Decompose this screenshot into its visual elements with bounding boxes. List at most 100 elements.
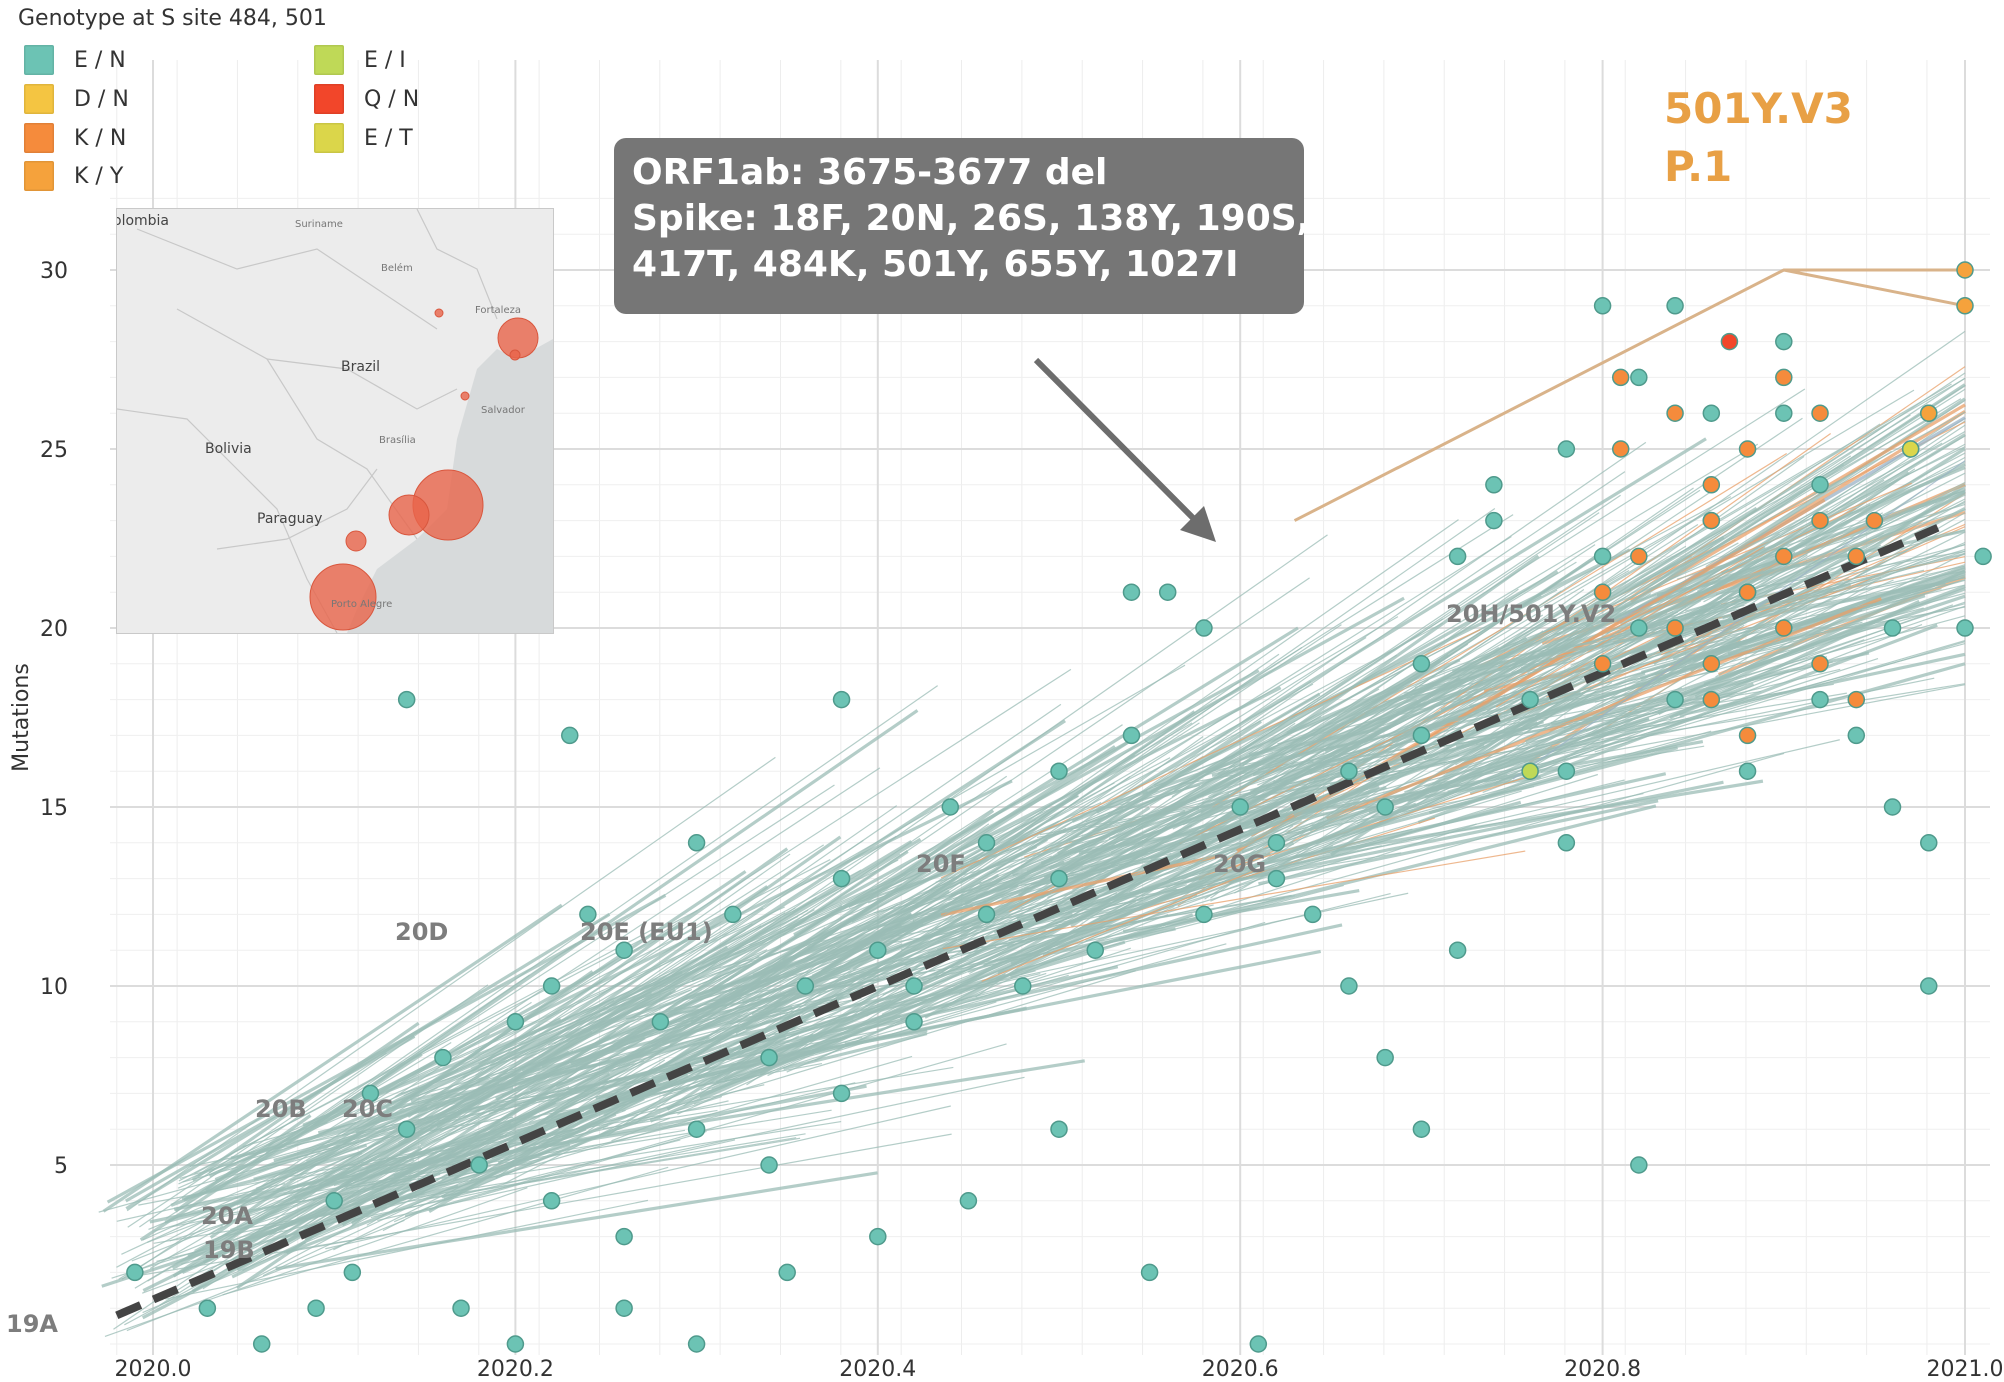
data-point [1611, 440, 1630, 458]
data-point [1775, 332, 1793, 351]
clade-label: 20E (EU1) [580, 918, 713, 946]
data-point [1738, 583, 1757, 601]
data-point [1775, 547, 1793, 566]
tree-branch [149, 1225, 224, 1270]
data-point [1303, 905, 1322, 924]
tree-branch [1292, 779, 1764, 859]
tree-branch [275, 1171, 878, 1271]
data-point [1050, 762, 1068, 780]
data-point [1267, 869, 1286, 888]
data-point [760, 1048, 778, 1067]
tree-branch [172, 885, 769, 1278]
data-point [1956, 619, 1974, 637]
tree-branch [1540, 717, 1636, 773]
tree-branch [734, 692, 1321, 1035]
tree-branch [370, 1139, 681, 1219]
tree-branch [699, 859, 1234, 1099]
data-point [1630, 1156, 1648, 1174]
data-point [1158, 583, 1177, 601]
annotation-arrow [1033, 357, 1203, 528]
data-point [1412, 726, 1431, 745]
data-point [1847, 690, 1866, 709]
y-tick-label: 5 [54, 1154, 68, 1179]
tree-branch [1370, 751, 1431, 779]
data-point [343, 1263, 362, 1282]
tree-branch [253, 1143, 368, 1181]
tree-branch [960, 905, 1175, 1002]
map-label: olombia [116, 213, 170, 229]
y-tick-label: 30 [40, 259, 68, 284]
legend-label: E / I [364, 47, 406, 73]
data-point [470, 1156, 488, 1174]
tree-branch [606, 839, 864, 1009]
data-point [325, 1192, 343, 1210]
tree-branch [787, 622, 1444, 976]
data-point [832, 1084, 851, 1103]
legend-item-e-t[interactable]: E / T [314, 120, 413, 156]
tree-branch [727, 888, 874, 955]
tree-branch [528, 975, 798, 1123]
tree-branch [208, 1052, 387, 1175]
data-point [760, 1156, 778, 1174]
legend-item-k-n[interactable]: K / N [24, 120, 126, 156]
data-point [1775, 368, 1793, 387]
legend-item-e-n[interactable]: E / N [24, 42, 126, 78]
legend-item-d-n[interactable]: D / N [24, 81, 129, 117]
tree-branch [1349, 510, 1829, 720]
tree-branch [125, 912, 611, 1210]
tree-branch [1696, 411, 1966, 592]
data-point [1195, 905, 1213, 924]
tree-branch [1212, 453, 1787, 808]
legend-label: Q / N [364, 86, 420, 112]
data-point [1883, 619, 1902, 637]
data-point [506, 1013, 525, 1031]
tree-branch [1298, 383, 1952, 766]
tree-branch [1428, 662, 1966, 815]
data-point [1811, 476, 1829, 494]
data-point [1195, 619, 1213, 637]
data-point [1702, 476, 1721, 494]
y-tick-label: 20 [40, 617, 68, 642]
annotation-line: ORF1ab: 3675-3677 del [632, 152, 1108, 193]
legend-item-q-n[interactable]: Q / N [314, 81, 419, 117]
data-point [1593, 655, 1612, 673]
tree-branch [1241, 554, 1540, 766]
lineage-v3-line [1783, 268, 1966, 308]
tree-branch [709, 994, 844, 1042]
tree-branch [1172, 779, 1276, 830]
clade-label: 20C [342, 1095, 394, 1123]
x-tick-label: 2020.0 [115, 1357, 192, 1382]
data-point [651, 1013, 670, 1031]
data-point [796, 977, 815, 995]
tree-branch [208, 923, 753, 1173]
tree-branch [1040, 823, 1477, 967]
tree-branch [1257, 721, 1402, 786]
tree-branch [232, 1023, 710, 1242]
legend-item-e-i[interactable]: E / I [314, 42, 406, 78]
tree-branch [102, 903, 563, 1213]
legend-item-k-y[interactable]: K / Y [24, 158, 123, 194]
data-point [1883, 798, 1902, 816]
legend-swatch [314, 45, 344, 75]
tree-branch [142, 1151, 517, 1314]
tree-branch [894, 508, 1496, 929]
data-point [1702, 655, 1721, 673]
legend-label: K / N [74, 125, 127, 151]
tree-branch [1047, 609, 1708, 899]
data-point [1340, 977, 1358, 995]
data-point [1521, 762, 1539, 780]
tree-branch [458, 668, 1072, 1065]
data-point [1702, 511, 1721, 530]
tree-branch [142, 1129, 386, 1241]
annotation-line: Spike: 18F, 20N, 26S, 138Y, 190S, [632, 198, 1311, 239]
tree-branch [194, 1101, 477, 1252]
data-point [1775, 619, 1793, 637]
tree-branch [958, 874, 1181, 995]
tree-branch [1507, 461, 1966, 672]
map-inset[interactable]: olombia Suriname Belém Fortaleza Brazil … [116, 208, 554, 634]
data-point [977, 905, 996, 924]
tree-branch [363, 1017, 562, 1118]
tree-branch [1715, 581, 1876, 678]
tree-branch [342, 1076, 1025, 1223]
tree-branch [1493, 630, 1790, 785]
